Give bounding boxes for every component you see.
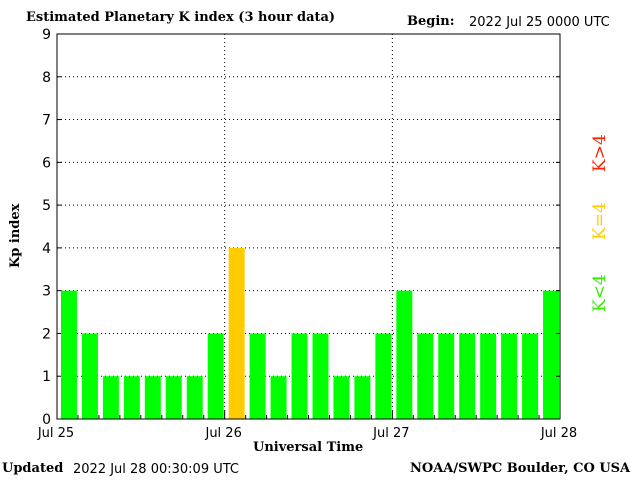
kp-bar <box>354 376 371 419</box>
x-tick-label: Jul 27 <box>372 426 409 441</box>
kp-bar <box>312 333 329 419</box>
kp-bar <box>249 333 266 419</box>
x-axis-label: Universal Time <box>253 440 364 455</box>
kp-bar <box>291 333 308 419</box>
y-tick-label: 2 <box>42 326 51 342</box>
y-tick-label: 7 <box>42 113 51 129</box>
chart-title: Estimated Planetary K index (3 hour data… <box>26 10 336 25</box>
kp-bar <box>333 376 350 419</box>
y-tick-label: 0 <box>42 412 51 428</box>
kp-bar <box>61 290 77 419</box>
y-tick-label: 5 <box>42 198 51 214</box>
x-tick-label: Jul 28 <box>540 426 577 441</box>
kp-bar <box>543 290 559 419</box>
kp-bar <box>186 376 203 419</box>
y-axis-label: Kp index <box>8 203 23 268</box>
kp-bar <box>102 376 119 419</box>
kp-bar <box>144 376 161 419</box>
bars <box>61 247 559 419</box>
begin-value: 2022 Jul 25 0000 UTC <box>469 15 610 30</box>
legend-k-less: K<4 <box>590 274 610 312</box>
x-tick-label: Jul 26 <box>204 426 241 441</box>
updated-value: 2022 Jul 28 00:30:09 UTC <box>73 462 239 477</box>
kp-bar <box>123 376 140 419</box>
kp-bar <box>417 333 434 419</box>
begin-label: Begin: <box>407 14 455 29</box>
kp-bar <box>438 333 455 419</box>
kp-bar <box>165 376 182 419</box>
y-ticks: 0 1 2 3 4 5 6 7 8 9 <box>42 27 560 428</box>
y-tick-label: 8 <box>42 70 51 86</box>
kp-bar <box>501 333 518 419</box>
y-tick-label: 9 <box>42 27 51 43</box>
kp-bar <box>459 333 476 419</box>
kp-bar <box>480 333 497 419</box>
y-tick-label: 6 <box>42 155 51 171</box>
y-tick-label: 3 <box>42 284 51 300</box>
y-tick-label: 1 <box>42 369 51 385</box>
x-tick-label: Jul 25 <box>37 426 74 441</box>
legend-k-greater: K>4 <box>590 134 610 172</box>
x-ticks: Jul 25 Jul 26 Jul 27 Jul 28 <box>37 411 577 441</box>
y-tick-label: 4 <box>42 241 51 257</box>
kp-bar <box>522 333 539 419</box>
legend-k-equal: K=4 <box>590 202 610 240</box>
kp-bar <box>207 333 224 419</box>
kp-bar <box>375 333 392 419</box>
grid-lines <box>57 34 560 419</box>
kp-bar <box>228 247 245 419</box>
kp-bar <box>270 376 287 419</box>
kp-bar <box>396 290 413 419</box>
credit-line: NOAA/SWPC Boulder, CO USA <box>410 461 631 476</box>
kp-bar <box>81 333 98 419</box>
updated-label: Updated <box>2 461 64 476</box>
